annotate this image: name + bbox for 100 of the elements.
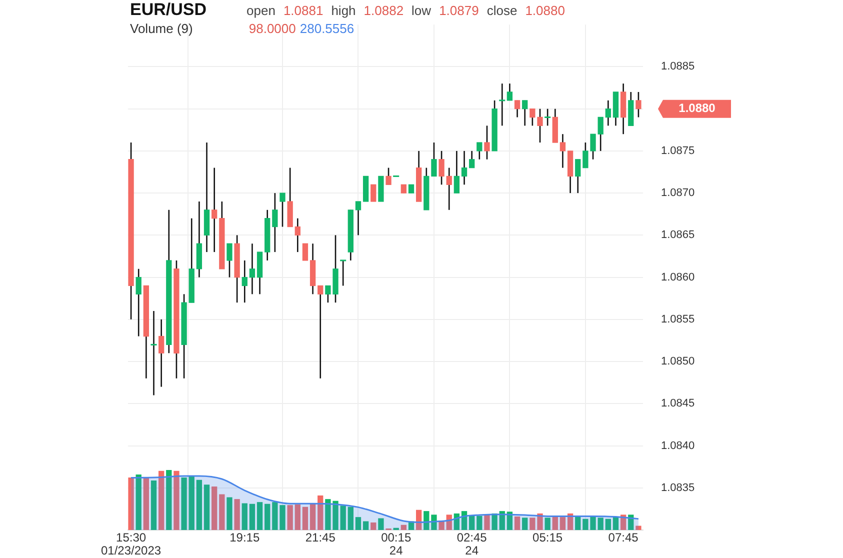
candlestick (575, 158, 581, 194)
candlestick (522, 100, 528, 126)
candlestick (484, 125, 490, 160)
y-tick-label: 1.0875 (661, 144, 695, 157)
bar (249, 504, 256, 530)
bar (302, 506, 308, 530)
text: close (486, 3, 518, 18)
bar (174, 470, 180, 530)
x-tick-label: 15:30 01/23/2023 (101, 530, 162, 558)
bar (506, 512, 513, 530)
annotation: Volume (9) (130, 21, 193, 36)
candlestick (318, 285, 324, 380)
bar (560, 517, 566, 530)
x-tick-label: 21:45 (305, 530, 336, 544)
candlestick (438, 150, 444, 186)
bar (256, 502, 263, 530)
y-tick-label: 1.0860 (661, 271, 695, 284)
bar (612, 516, 619, 530)
bar (204, 484, 210, 530)
bar (294, 504, 300, 530)
bar (499, 511, 505, 530)
bar (378, 518, 384, 530)
x-tick-label: 00:15 24 (381, 530, 412, 558)
candlestick (469, 150, 475, 168)
text: 1.0882 (364, 3, 404, 18)
bar (219, 494, 225, 530)
bar (166, 470, 172, 530)
text: open (246, 3, 276, 18)
bar (181, 477, 187, 530)
text: 1.0881 (283, 3, 324, 18)
text: low (412, 3, 432, 18)
candlestick (294, 218, 300, 253)
candlestick (212, 167, 218, 253)
candlestick (370, 184, 376, 202)
annotation: 280.5556 (300, 21, 354, 36)
candlestick (249, 242, 256, 295)
candlestick (386, 167, 392, 186)
bar (158, 470, 164, 530)
bar (598, 518, 604, 530)
bar (318, 495, 324, 530)
text: high (331, 3, 356, 18)
bar (242, 503, 248, 530)
bar (370, 522, 376, 530)
bar (310, 504, 316, 530)
bar (636, 526, 642, 530)
candlestick (506, 82, 513, 102)
bar (461, 511, 468, 530)
bar (575, 516, 581, 530)
candlestick (272, 192, 278, 253)
candlestick (136, 268, 142, 337)
y-tick-label: 1.0885 (661, 60, 695, 73)
bar (476, 516, 482, 530)
bar (424, 511, 430, 530)
bar (514, 516, 520, 530)
bar (522, 518, 528, 530)
x-tick-label: 19:15 (230, 530, 260, 544)
y-tick-label: 1.0845 (661, 398, 695, 410)
candlestick (431, 142, 437, 177)
bar (150, 480, 157, 530)
y-tick-label: 1.0840 (661, 440, 695, 452)
bar (196, 480, 202, 530)
x-tick-label: 05:15 (532, 530, 563, 544)
candlestick (514, 100, 520, 118)
bar (348, 506, 354, 530)
x-tick-label: 07:45 (608, 530, 639, 544)
bar (287, 505, 293, 530)
text: 1.0880 (525, 3, 565, 18)
y-tick-label: 1.0850 (661, 356, 695, 368)
bar (136, 474, 142, 530)
bar (128, 477, 134, 530)
candlestick (560, 133, 566, 168)
bar (605, 518, 611, 530)
chart-title: EUR/USD (130, 0, 207, 19)
bar (188, 476, 194, 530)
candlestick (158, 318, 164, 388)
y-tick-label: 1.0835 (661, 482, 695, 494)
bar (362, 521, 369, 530)
candlestick (302, 243, 308, 261)
bar (212, 486, 218, 530)
candlestick (226, 242, 232, 278)
candlestick (446, 167, 452, 211)
bar (431, 514, 437, 530)
bar (234, 499, 240, 530)
candlestick (242, 260, 248, 304)
bar (226, 497, 232, 530)
candlestick (461, 150, 468, 186)
candlestick (605, 100, 611, 126)
x-tick-label: 02:45 24 (456, 530, 488, 558)
candlestick (598, 116, 604, 152)
bar (355, 517, 362, 530)
bar (484, 514, 490, 530)
candlestick (355, 200, 362, 236)
y-tick-label: 1.0870 (661, 187, 695, 200)
candlestick (476, 142, 482, 160)
y-tick-label: 1.0865 (661, 229, 695, 242)
bar (400, 524, 407, 530)
bar (264, 504, 270, 530)
bar (544, 518, 550, 530)
bar (469, 516, 475, 530)
bar (492, 513, 498, 530)
